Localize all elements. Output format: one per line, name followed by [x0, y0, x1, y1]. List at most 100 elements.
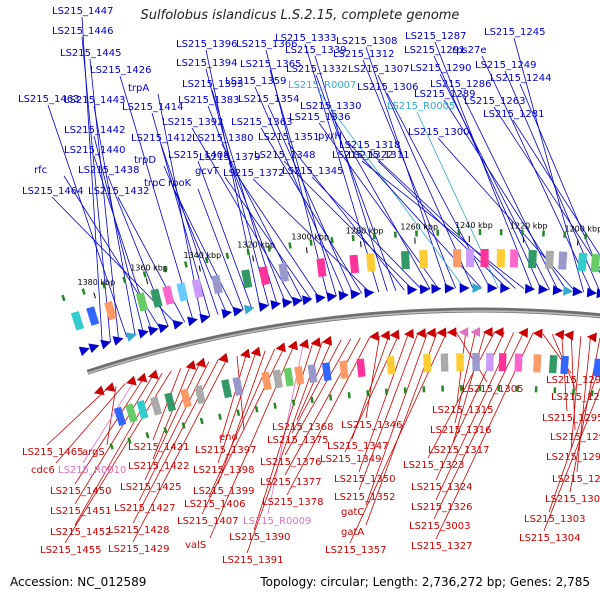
reverse-gene-label[interactable]: LS215_1324 [411, 482, 472, 493]
reverse-gene-label[interactable]: LS215_3003 [409, 521, 470, 532]
forward-gene-label[interactable]: LS215_1414 [122, 102, 183, 113]
reverse-gene-label[interactable]: LS215_1352 [334, 492, 395, 503]
reverse-gene-label[interactable]: LS215_1346 [341, 420, 402, 431]
forward-gene-label[interactable]: LS215_1263 [464, 96, 525, 107]
reverse-gene-label[interactable]: LS215_1455 [40, 545, 101, 556]
forward-gene-label[interactable]: LS215_1354 [238, 94, 299, 105]
reverse-gene-label[interactable]: LS215_1425 [120, 482, 181, 493]
reverse-gene-label[interactable]: LS215_1452 [50, 527, 111, 538]
reverse-gene-label[interactable]: LS215_1428 [108, 525, 169, 536]
reverse-gene-label[interactable]: LS215_R0009 [243, 516, 311, 527]
forward-gene-label[interactable]: LS215_1287 [405, 31, 466, 42]
reverse-gene-label[interactable]: LS215_1323 [403, 460, 464, 471]
forward-gene-label[interactable]: LS215_1408 [168, 150, 229, 161]
forward-gene-label[interactable]: LS215_R0005 [387, 101, 455, 112]
forward-gene-label[interactable]: LS215_1249 [475, 60, 536, 71]
reverse-gene-label[interactable]: LS215_1326 [411, 502, 472, 513]
reverse-gene-label[interactable]: LS215_1316 [430, 425, 491, 436]
forward-gene-label[interactable]: rfc [34, 165, 47, 176]
forward-gene-label[interactable]: rps27e [452, 45, 487, 56]
reverse-gene-label[interactable]: LS215_R0010 [58, 465, 126, 476]
forward-gene-label[interactable]: LS215_1306 [357, 82, 418, 93]
forward-gene-label[interactable]: LS215_1291 [404, 45, 465, 56]
forward-gene-label[interactable]: LS215_1245 [484, 27, 545, 38]
reverse-gene-label[interactable]: gatC [341, 507, 364, 518]
forward-gene-label[interactable]: LS215_1446 [52, 26, 113, 37]
forward-gene-label[interactable]: pyrH [318, 131, 342, 142]
forward-gene-label[interactable]: LS215_1307 [348, 64, 409, 75]
forward-gene-label[interactable]: LS215_1244 [490, 73, 551, 84]
forward-gene-label[interactable]: LS215_1379 [199, 152, 260, 163]
forward-gene-label[interactable]: LS215_1348 [254, 150, 315, 161]
forward-gene-label[interactable]: gcvT [195, 166, 220, 177]
reverse-gene-label[interactable]: LS215_1407 [177, 516, 238, 527]
forward-gene-label[interactable]: LS215_1308 [336, 36, 397, 47]
forward-gene-label[interactable]: LS215_1438 [78, 165, 139, 176]
reverse-gene-label[interactable]: LS215_1376 [260, 457, 321, 468]
forward-gene-label[interactable]: LS215_1332 [286, 64, 347, 75]
reverse-gene-label[interactable]: LS215_1315 [432, 405, 493, 416]
forward-gene-label[interactable]: LS215_1333 [275, 33, 336, 44]
reverse-gene-label[interactable]: LS215_1301 [545, 494, 600, 505]
reverse-gene-label[interactable]: argS [82, 447, 105, 458]
reverse-gene-label[interactable]: LS215_1299 [552, 474, 600, 485]
reverse-gene-label[interactable]: LS215_1294 [551, 392, 600, 403]
forward-gene-label[interactable]: LS215_1412 [131, 133, 192, 144]
reverse-gene-label[interactable]: LS215_1397 [195, 445, 256, 456]
reverse-gene-label[interactable]: LS215_1375 [267, 435, 328, 446]
forward-gene-label[interactable]: trpD [134, 155, 156, 166]
forward-gene-label[interactable]: LS215_1440 [64, 145, 125, 156]
reverse-gene-label[interactable]: LS215_1327 [411, 541, 472, 552]
reverse-gene-label[interactable]: LS215_1303 [524, 514, 585, 525]
forward-gene-label[interactable]: LS215_1312 [333, 49, 394, 60]
forward-gene-label[interactable]: LS215_1393 [182, 79, 243, 90]
reverse-gene-label[interactable]: LS215_1377 [260, 477, 321, 488]
reverse-gene-label[interactable]: LS215_1347 [327, 441, 388, 452]
forward-gene-label[interactable]: LS215_1336 [289, 112, 350, 123]
reverse-gene-label[interactable]: LS215_1349 [320, 454, 381, 465]
forward-gene-label[interactable]: trpC [144, 178, 165, 189]
reverse-gene-label[interactable]: LS215_1421 [128, 442, 189, 453]
reverse-gene-label[interactable]: LS215_1427 [114, 503, 175, 514]
reverse-gene-label[interactable]: LS215_1295 [542, 413, 600, 424]
reverse-gene-label[interactable]: LS215_1305 [462, 384, 523, 395]
forward-gene-label[interactable]: LS215_1392 [162, 117, 223, 128]
reverse-gene-label[interactable]: LS215_1391 [222, 555, 283, 566]
reverse-gene-label[interactable]: LS215_1304 [519, 533, 580, 544]
reverse-gene-label[interactable]: LS215_1429 [108, 544, 169, 555]
reverse-gene-label[interactable]: LS215_1357 [325, 545, 386, 556]
reverse-gene-label[interactable]: LS215_1399 [193, 486, 254, 497]
forward-gene-label[interactable]: LS215_1447 [52, 6, 113, 17]
forward-gene-label[interactable]: LS215_1396 [176, 39, 237, 50]
forward-gene-label[interactable]: LS215_1380 [192, 133, 253, 144]
forward-gene-label[interactable]: LS215_1311 [348, 150, 409, 161]
reverse-gene-label[interactable]: LS215_1368 [272, 422, 333, 433]
reverse-gene-label[interactable]: LS215_1378 [262, 497, 323, 508]
forward-gene-label[interactable]: LS215_1330 [300, 101, 361, 112]
forward-gene-label[interactable]: LS215_1463 [18, 94, 79, 105]
reverse-gene-label[interactable]: gatA [341, 527, 364, 538]
reverse-gene-label[interactable]: cdc6 [31, 465, 55, 476]
forward-gene-label[interactable]: LS215_1318 [339, 140, 400, 151]
forward-gene-label[interactable]: LS215_1339 [285, 45, 346, 56]
forward-gene-label[interactable]: LS215_1363 [231, 117, 292, 128]
forward-gene-label[interactable]: LS215_1445 [60, 48, 121, 59]
reverse-gene-label[interactable]: LS215_1422 [128, 461, 189, 472]
forward-gene-label[interactable]: LS215_1322 [332, 150, 393, 161]
forward-gene-label[interactable]: LS215_1394 [176, 58, 237, 69]
forward-gene-label[interactable]: LS215_1359 [225, 76, 286, 87]
forward-gene-label[interactable]: LS215_1300 [408, 127, 469, 138]
reverse-gene-label[interactable]: LS215_1350 [334, 474, 395, 485]
reverse-gene-label[interactable]: LS215_1450 [50, 486, 111, 497]
reverse-gene-label[interactable]: LS215_1398 [193, 465, 254, 476]
forward-gene-label[interactable]: rpoK [168, 178, 192, 189]
reverse-gene-label[interactable]: LS215_1465 [22, 447, 83, 458]
forward-gene-label[interactable]: LS215_1442 [64, 125, 125, 136]
forward-gene-label[interactable]: LS215_R0007 [288, 80, 356, 91]
forward-gene-label[interactable]: LS215_1443 [64, 95, 125, 106]
reverse-gene-label[interactable]: LS215_1293 [546, 375, 600, 386]
reverse-gene-label[interactable]: valS [185, 540, 206, 551]
forward-gene-label[interactable]: LS215_1351 [258, 132, 319, 143]
reverse-gene-label[interactable]: LS215_1390 [229, 532, 290, 543]
forward-gene-label[interactable]: LS215_1366 [236, 39, 297, 50]
